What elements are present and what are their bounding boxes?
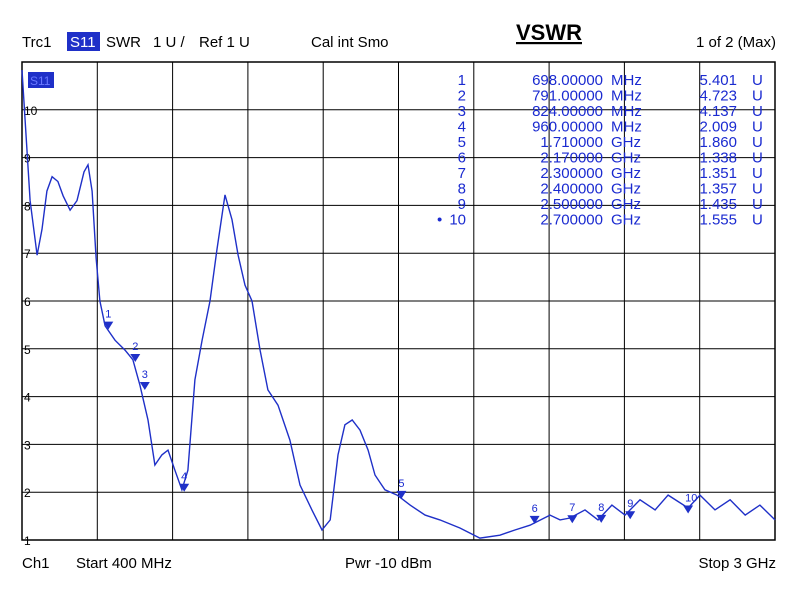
- trace-format: SWR: [106, 34, 141, 51]
- stop-freq: Stop 3 GHz: [698, 555, 776, 572]
- y-tick-label: 10: [24, 104, 38, 118]
- marker-table-value-unit: U: [752, 72, 763, 89]
- marker-table-name: 10: [449, 212, 466, 229]
- marker-table-value: 5.401: [699, 72, 737, 89]
- marker-triangle: [529, 515, 540, 524]
- marker-table-value: 1.351: [699, 165, 737, 182]
- y-tick-label: 3: [24, 438, 31, 452]
- marker-table-name: 4: [458, 119, 466, 136]
- trace-line: [21, 70, 776, 539]
- channel: Ch1: [22, 555, 50, 572]
- marker-table-value-unit: U: [752, 150, 763, 167]
- marker-triangle: [103, 321, 114, 330]
- marker-table-name: 8: [458, 181, 466, 198]
- y-tick-label: 1: [24, 534, 31, 548]
- power: Pwr -10 dBm: [345, 555, 432, 572]
- marker-label: 1: [105, 309, 111, 321]
- start-freq: Start 400 MHz: [76, 555, 172, 572]
- page-info: 1 of 2 (Max): [696, 34, 776, 51]
- marker-table-name: 3: [458, 103, 466, 120]
- active-trace-highlight: [67, 32, 100, 51]
- marker-table-freq: 2.170000: [540, 150, 603, 167]
- trace-tag-box: [28, 72, 54, 88]
- markers: 1 1 698.00000 MHz 5.401 U 2 2 791.00000 MHz 4.723 U…: [103, 72, 763, 524]
- marker-table-value-unit: U: [752, 119, 763, 136]
- y-tick-label: 7: [24, 247, 31, 261]
- marker-label: 5: [398, 478, 404, 490]
- marker-label: 2: [132, 341, 138, 353]
- marker-table-value-unit: U: [752, 165, 763, 182]
- marker-table-value-unit: U: [752, 134, 763, 151]
- y-tick-label: 2: [24, 486, 31, 500]
- marker-triangle: [130, 354, 141, 363]
- marker-table-freq: 960.00000: [532, 119, 603, 136]
- marker-triangle: [596, 514, 607, 523]
- marker-triangle: [625, 511, 636, 520]
- y-tick-label: 8: [24, 199, 31, 213]
- marker-table-value: 1.338: [699, 150, 737, 167]
- marker-label: 10: [685, 492, 697, 504]
- marker-label: 9: [627, 498, 633, 510]
- marker-table-value: 1.555: [699, 212, 737, 229]
- marker-table-freq: 698.00000: [532, 72, 603, 89]
- marker-table-name: 2: [458, 88, 466, 105]
- marker-label: 6: [532, 503, 538, 515]
- trace-cal: Cal int Smo: [311, 34, 389, 51]
- marker-triangle: [683, 505, 694, 514]
- marker-table-name: 7: [458, 165, 466, 182]
- marker-table-name: 9: [458, 196, 466, 213]
- marker-table-value: 1.435: [699, 196, 737, 213]
- marker-table-freq: 2.500000: [540, 196, 603, 213]
- marker-table-name: 5: [458, 134, 466, 151]
- y-tick-label: 6: [24, 295, 31, 309]
- marker-table-freq: 824.00000: [532, 103, 603, 120]
- trace-param: S11: [70, 34, 96, 51]
- marker-table-value-unit: U: [752, 103, 763, 120]
- active-marker-symbol: •: [437, 212, 442, 229]
- trace-ref: Ref 1 U: [199, 34, 250, 51]
- trace-tag: S11: [30, 74, 51, 88]
- marker-table-freq-unit: MHz: [611, 103, 642, 120]
- marker-triangle: [567, 515, 578, 524]
- marker-label: 7: [569, 502, 575, 514]
- marker-table-freq: 791.00000: [532, 88, 603, 105]
- marker-table-freq-unit: GHz: [611, 196, 641, 213]
- marker-table-freq-unit: GHz: [611, 134, 641, 151]
- marker-table-value: 4.137: [699, 103, 737, 120]
- marker-table-freq-unit: GHz: [611, 150, 641, 167]
- y-tick-label: 5: [24, 343, 31, 357]
- chart-title: VSWR: [516, 20, 582, 45]
- marker-table-name: 6: [458, 150, 466, 167]
- y-tick-label: 4: [24, 391, 31, 405]
- marker-table-freq: 2.400000: [540, 181, 603, 198]
- marker-table-freq-unit: GHz: [611, 165, 641, 182]
- marker-table-freq: 2.300000: [540, 165, 603, 182]
- marker-table-freq-unit: MHz: [611, 88, 642, 105]
- marker-table-value-unit: U: [752, 196, 763, 213]
- marker-table-value-unit: U: [752, 88, 763, 105]
- marker-table-name: 1: [458, 72, 466, 89]
- marker-label: 8: [598, 502, 604, 514]
- marker-label: 3: [142, 369, 148, 381]
- marker-table-freq: 2.700000: [540, 212, 603, 229]
- marker-table-freq-unit: MHz: [611, 119, 642, 136]
- marker-triangle: [139, 382, 150, 391]
- marker-table-value-unit: U: [752, 212, 763, 229]
- marker-table-freq-unit: GHz: [611, 181, 641, 198]
- marker-table-freq-unit: MHz: [611, 72, 642, 89]
- marker-table-freq-unit: GHz: [611, 212, 641, 229]
- marker-table-value: 1.357: [699, 181, 737, 198]
- marker-label: 4: [181, 471, 187, 483]
- marker-table-value: 4.723: [699, 88, 737, 105]
- marker-table-freq: 1.710000: [540, 134, 603, 151]
- marker-triangle: [179, 483, 190, 492]
- trace-id: Trc1: [22, 34, 51, 51]
- marker-table-value: 1.860: [699, 134, 737, 151]
- marker-table-value-unit: U: [752, 181, 763, 198]
- marker-triangle: [396, 490, 407, 499]
- marker-table-value: 2.009: [699, 119, 737, 136]
- trace-scale: 1 U /: [153, 34, 186, 51]
